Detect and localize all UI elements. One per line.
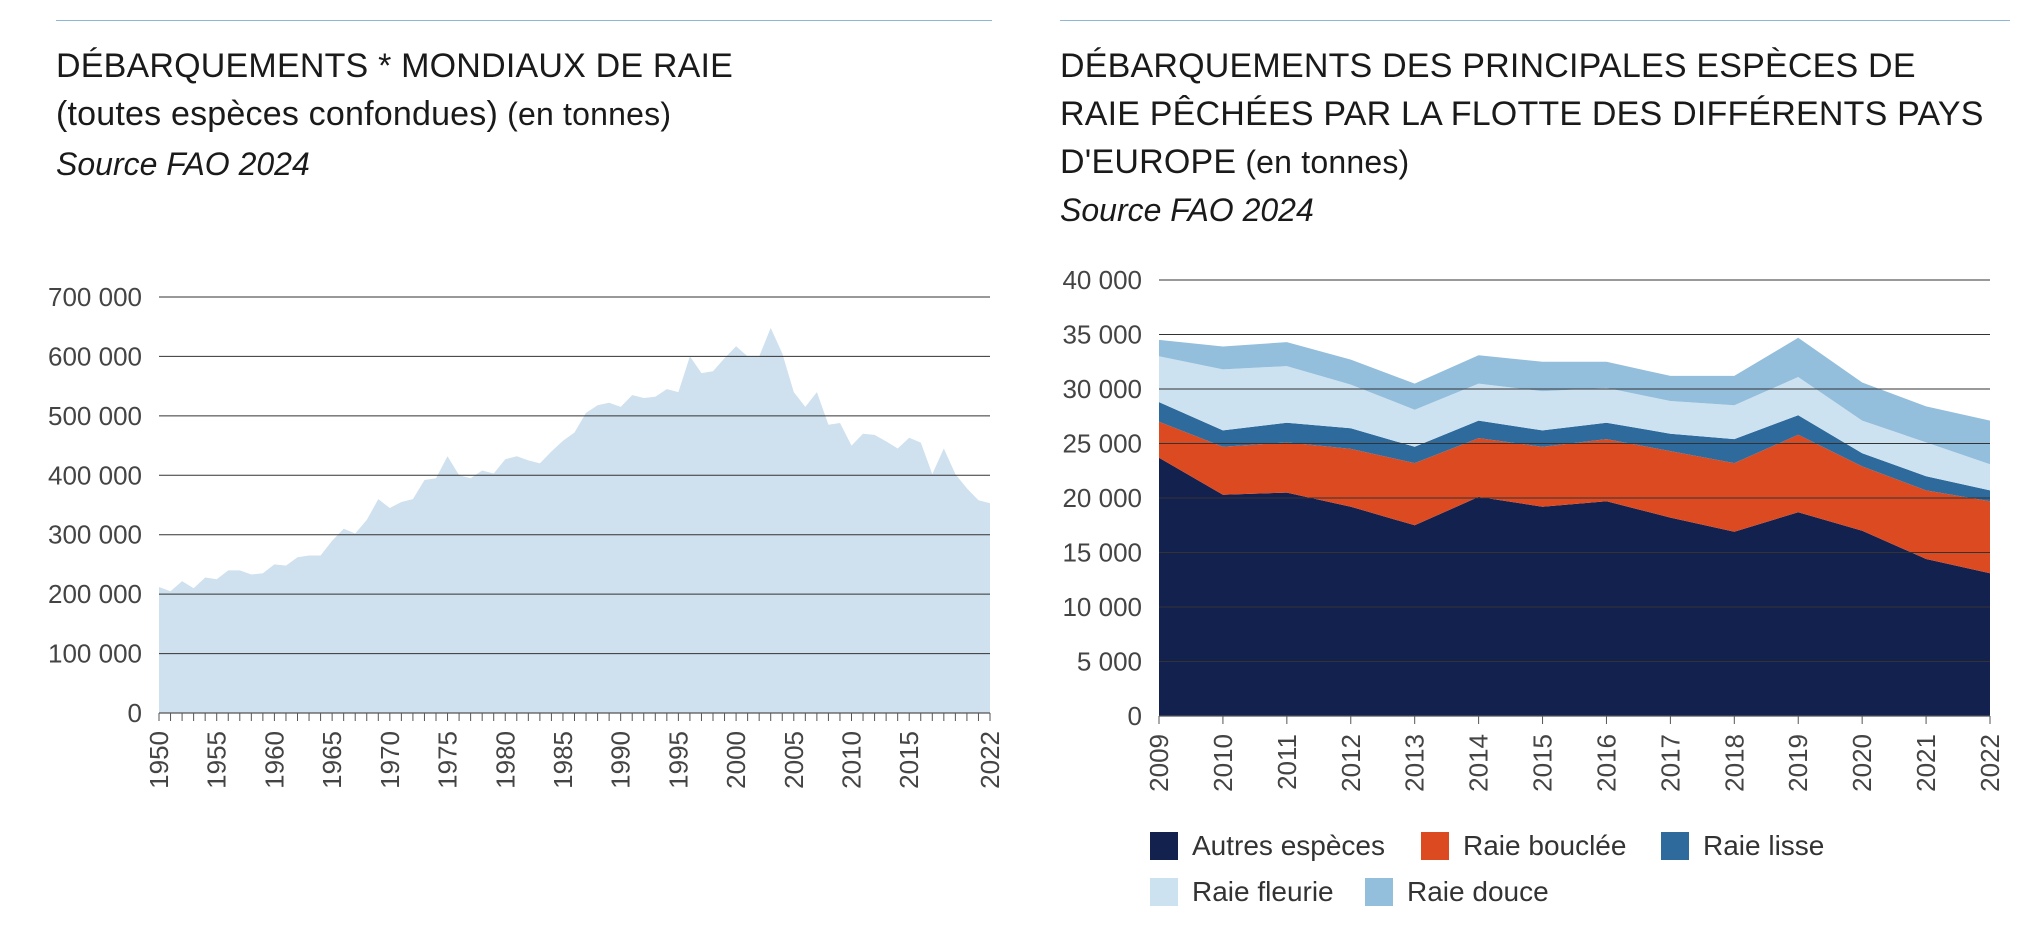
y-tick-label: 20 000 — [1062, 483, 1142, 513]
x-tick-label: 2005 — [779, 731, 809, 789]
area-raie-fleurie — [1159, 356, 1990, 491]
legend-swatch — [1365, 878, 1393, 906]
x-tick-label: 1985 — [548, 731, 578, 789]
legend-label: Raie douce — [1407, 876, 1549, 907]
x-tick-label: 2009 — [1144, 734, 1174, 792]
legend-item: Raie fleurie — [1150, 876, 1334, 908]
europe-species-chart: 0 5 000 10 000 15 000 20 000 25 000 30 000 35 0… — [1062, 265, 2005, 792]
x-tick-label: 2000 — [721, 731, 751, 789]
area-raie-douce — [1159, 337, 1990, 465]
left-chart-title: DÉBARQUEMENTS * MONDIAUX DE RAIE (toutes… — [56, 42, 733, 138]
y-tick-label: 25 000 — [1062, 429, 1142, 459]
europe-species-panel: DÉBARQUEMENTS DES PRINCIPALES ESPÈCES DE… — [1060, 0, 2010, 925]
x-tick-label: 2011 — [1272, 734, 1302, 790]
y-tick-label: 35 000 — [1062, 320, 1142, 350]
x-tick-label: 2017 — [1655, 734, 1685, 792]
right-title-line3-text: D'EUROPE — [1060, 143, 1237, 181]
area-raie-lisse — [1159, 402, 1990, 502]
right-title-line2: RAIE PÊCHÉES PAR LA FLOTTE DES DIFFÉRENT… — [1060, 95, 1984, 133]
y-tick-label: 600 000 — [48, 341, 142, 371]
area-raie-boucl-e — [1159, 421, 1990, 574]
y-tick-label: 100 000 — [48, 639, 142, 669]
legend-swatch — [1421, 832, 1449, 860]
landings-area — [159, 327, 990, 713]
legend-item: Autres espèces — [1150, 830, 1385, 862]
x-tick-label: 1995 — [663, 731, 693, 789]
right-title-unit: (en tonnes) — [1236, 144, 1410, 180]
area-autres-esp-ces — [1159, 457, 1990, 716]
right-chart-title: DÉBARQUEMENTS DES PRINCIPALES ESPÈCES DE… — [1060, 42, 1984, 186]
europe-species-legend: Autres espèces Raie bouclée Raie lisse Raie… — [1150, 830, 2030, 920]
right-title-line1: DÉBARQUEMENTS DES PRINCIPALES ESPÈCES DE — [1060, 47, 1916, 85]
left-source: Source FAO 2024 — [56, 146, 310, 182]
x-tick-label: 1965 — [317, 731, 347, 789]
y-tick-label: 40 000 — [1062, 265, 1142, 295]
x-tick-label: 2018 — [1719, 734, 1749, 792]
x-tick-label: 2013 — [1400, 734, 1430, 792]
x-tick-label: 2010 — [1208, 734, 1238, 792]
y-tick-label: 0 — [128, 698, 142, 728]
x-tick-label: 1955 — [202, 731, 232, 789]
y-tick-label: 700 000 — [48, 282, 142, 312]
legend-swatch — [1661, 832, 1689, 860]
legend-item: Raie lisse — [1661, 830, 1824, 862]
left-title-line2: (toutes espèces confondues) (en tonnes) — [56, 90, 733, 138]
legend-item: Raie bouclée — [1421, 830, 1626, 862]
y-tick-label: 200 000 — [48, 579, 142, 609]
left-title-line2-text: (toutes espèces confondues) — [56, 95, 499, 133]
x-tick-label: 1990 — [606, 731, 636, 789]
y-tick-label: 10 000 — [1062, 592, 1142, 622]
global-landings-chart: 0 100 000 200 000 300 000 400 000 500 000 600 … — [48, 282, 1005, 789]
legend-label: Autres espèces — [1192, 830, 1385, 861]
x-tick-label: 2015 — [1528, 734, 1558, 792]
legend-label: Raie bouclée — [1463, 830, 1627, 861]
y-tick-label: 400 000 — [48, 460, 142, 490]
y-tick-label: 300 000 — [48, 520, 142, 550]
legend-swatch — [1150, 878, 1178, 906]
y-tick-label: 0 — [1128, 701, 1142, 731]
legend-swatch — [1150, 832, 1178, 860]
x-tick-label: 2016 — [1591, 734, 1621, 792]
y-tick-label: 30 000 — [1062, 374, 1142, 404]
legend-label: Raie lisse — [1703, 830, 1825, 861]
top-rule — [56, 20, 992, 21]
x-tick-label: 2010 — [837, 731, 867, 789]
x-tick-label: 2019 — [1783, 734, 1813, 792]
x-tick-label: 2012 — [1336, 734, 1366, 792]
right-source: Source FAO 2024 — [1060, 192, 1314, 228]
y-tick-label: 500 000 — [48, 401, 142, 431]
x-tick-label: 2020 — [1847, 734, 1877, 792]
right-title-line3: D'EUROPE (en tonnes) — [1060, 138, 1984, 186]
x-tick-label: 1970 — [375, 731, 405, 789]
top-rule — [1060, 20, 2010, 21]
y-tick-label: 5 000 — [1077, 647, 1142, 677]
legend-label: Raie fleurie — [1192, 876, 1334, 907]
global-landings-panel: DÉBARQUEMENTS * MONDIAUX DE RAIE (toutes… — [56, 0, 992, 925]
x-tick-label: 1975 — [433, 731, 463, 789]
legend-item: Raie douce — [1365, 876, 1549, 908]
left-title-line1: DÉBARQUEMENTS * MONDIAUX DE RAIE — [56, 47, 734, 85]
x-tick-label: 2015 — [894, 731, 924, 789]
x-tick-label: 2022 — [975, 731, 1005, 789]
x-tick-label: 2014 — [1464, 734, 1494, 792]
y-tick-label: 15 000 — [1062, 538, 1142, 568]
x-tick-label: 1950 — [144, 731, 174, 789]
x-tick-label: 1960 — [259, 731, 289, 789]
x-tick-label: 2021 — [1911, 734, 1941, 792]
left-title-unit: (en tonnes) — [498, 96, 672, 132]
x-tick-label: 1980 — [490, 731, 520, 789]
x-tick-label: 2022 — [1975, 734, 2005, 792]
